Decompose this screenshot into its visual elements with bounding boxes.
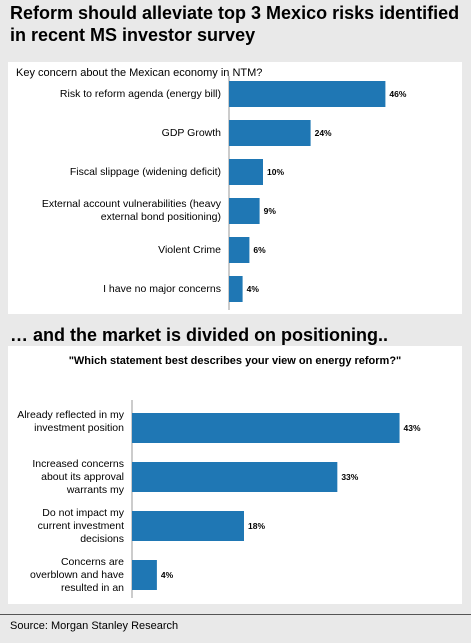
data-label: 10% bbox=[267, 167, 284, 177]
page-title: Reform should alleviate top 3 Mexico ris… bbox=[10, 3, 460, 45]
data-label: 43% bbox=[404, 423, 421, 433]
bar bbox=[132, 560, 157, 590]
category-label: Risk to reform agenda (energy bill) bbox=[59, 87, 221, 100]
category-label: I have no major concerns bbox=[103, 282, 221, 295]
chart-question: Key concern about the Mexican economy in… bbox=[16, 67, 263, 79]
category-label: Already reflected in my investment posit… bbox=[17, 408, 124, 434]
category-label: Violent Crime bbox=[158, 243, 221, 256]
bar bbox=[229, 159, 263, 185]
bar bbox=[229, 198, 260, 224]
chart-panel-concerns: Key concern about the Mexican economy in… bbox=[8, 62, 462, 314]
page-subtitle: … and the market is divided on positioni… bbox=[10, 325, 389, 345]
data-label: 4% bbox=[247, 284, 260, 294]
data-label: 9% bbox=[264, 206, 277, 216]
category-label: Fiscal slippage (widening deficit) bbox=[69, 165, 221, 178]
category-label: External account vulnerabilities (heavy … bbox=[41, 198, 221, 223]
data-label: 18% bbox=[248, 521, 265, 531]
category-label: Increased concerns about its approval wa… bbox=[32, 457, 124, 496]
bar bbox=[229, 120, 311, 146]
data-label: 6% bbox=[253, 245, 266, 255]
bar bbox=[229, 81, 386, 107]
bar-chart-positioning: 43% 33% 18% 4% bbox=[131, 400, 421, 598]
bar bbox=[132, 462, 338, 492]
footer-divider bbox=[0, 614, 471, 615]
source-note: Source: Morgan Stanley Research bbox=[10, 620, 179, 632]
data-label: 4% bbox=[161, 570, 174, 580]
bar bbox=[229, 276, 243, 302]
data-label: 46% bbox=[389, 89, 406, 99]
chart-panel-positioning: "Which statement best describes your vie… bbox=[8, 346, 462, 604]
category-label: Concerns are overblown and have resulted… bbox=[30, 555, 124, 594]
category-label: Do not impact my current investment deci… bbox=[37, 506, 124, 545]
bar bbox=[132, 511, 244, 541]
data-label: 33% bbox=[341, 472, 358, 482]
data-label: 24% bbox=[315, 128, 332, 138]
bar bbox=[229, 237, 250, 263]
category-label: GDP Growth bbox=[161, 126, 221, 139]
bar bbox=[132, 413, 400, 443]
bar-chart-concerns: 46% 24% 10% 9% 6% 4% bbox=[228, 76, 407, 310]
chart-question: "Which statement best describes your vie… bbox=[68, 355, 402, 367]
